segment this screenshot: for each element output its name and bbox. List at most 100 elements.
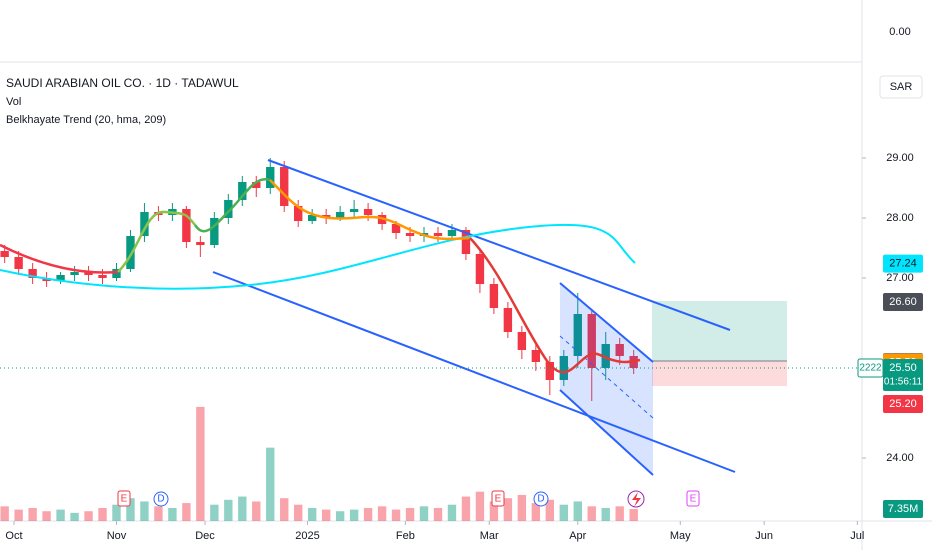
candle-body: [559, 356, 568, 380]
candle-body: [335, 212, 345, 218]
volume-bar: [531, 503, 541, 521]
candle-body: [349, 209, 359, 212]
volume-bar: [587, 506, 596, 521]
event-label[interactable]: E: [495, 494, 502, 505]
volume-bar: [196, 406, 205, 521]
channel-line: [559, 282, 654, 363]
candle-body: [405, 233, 415, 236]
candle-body: [447, 230, 457, 236]
x-tick-label: Feb: [396, 530, 415, 542]
countdown: 01:56:11: [884, 377, 923, 388]
symbol-label: 2222: [859, 363, 882, 374]
volume-bar: [42, 511, 51, 521]
x-tick-label: Mar: [480, 530, 499, 542]
y-tick-label: 27.00: [886, 272, 914, 284]
trend-line: [212, 271, 736, 473]
volume-bar: [0, 506, 9, 521]
hma-line: [469, 237, 641, 374]
candle-body: [601, 344, 610, 368]
candle-body: [545, 362, 555, 380]
y-tick-label: 24.00: [886, 452, 914, 464]
volume-bar: [405, 507, 415, 521]
volume-bar: [461, 496, 471, 521]
indicator-label: Vol: [6, 96, 21, 108]
volume-bar: [433, 507, 443, 521]
volume-bar: [182, 503, 191, 521]
candle-body: [112, 269, 121, 278]
volume-bar: [126, 498, 135, 521]
volume-bar: [210, 504, 219, 521]
volume-bar: [224, 499, 233, 521]
price-label-box: [883, 359, 923, 391]
candle-body: [573, 314, 582, 356]
volume-bar: [615, 506, 624, 521]
event-marker[interactable]: [117, 490, 131, 507]
stop-zone: [652, 361, 787, 386]
volume-bar: [447, 504, 457, 521]
candle-body: [196, 242, 205, 245]
indicator-label: Belkhayate Trend (20, hma, 209): [6, 114, 166, 126]
x-tick-label: Jun: [755, 530, 773, 542]
chart-title: SAUDI ARABIAN OIL CO. · 1D · TADAWUL: [6, 76, 239, 90]
target-zone: [652, 301, 787, 361]
x-tick-label: Jul: [850, 530, 864, 542]
event-marker[interactable]: [153, 491, 169, 507]
event-marker[interactable]: [491, 490, 505, 507]
volume-bar: [252, 501, 261, 521]
event-label[interactable]: D: [537, 494, 544, 505]
volume-bar: [280, 498, 289, 521]
event-label[interactable]: E: [690, 494, 697, 505]
trend-curve: [0, 223, 636, 290]
volume-bar: [307, 507, 317, 521]
volume-bar: [98, 507, 107, 521]
candle-body: [461, 230, 471, 254]
candle-body: [28, 269, 37, 278]
candle-body: [56, 275, 65, 281]
event-marker[interactable]: [686, 490, 700, 507]
candle-body: [363, 209, 373, 215]
currency[interactable]: SAR: [890, 81, 913, 93]
volume-bar: [335, 511, 345, 521]
y-tick-label: 29.00: [886, 152, 914, 164]
currency-box[interactable]: [879, 75, 923, 99]
volume-bar: [629, 509, 638, 521]
pane-label: 0.00: [889, 26, 910, 38]
hma-line: [0, 243, 119, 274]
candle-body: [531, 350, 541, 362]
candle-body: [517, 332, 527, 350]
event-label[interactable]: E: [121, 494, 128, 505]
volume-bar: [601, 507, 610, 521]
volume-bar: [573, 501, 582, 521]
candle-body: [433, 233, 443, 236]
price-label: 27.24: [889, 258, 917, 270]
x-tick-label: May: [670, 530, 691, 542]
volume-bar: [294, 504, 303, 521]
event-label[interactable]: D: [157, 494, 164, 505]
volume-bar: [84, 511, 93, 521]
hma-line: [117, 210, 196, 273]
event-marker[interactable]: [533, 491, 549, 507]
volume-bar: [154, 506, 163, 521]
volume-bar: [238, 496, 247, 521]
volume-bar: [28, 507, 37, 521]
volume-bar: [489, 501, 499, 521]
volume-bar: [140, 501, 149, 521]
symbol-label-box: [857, 358, 884, 378]
candle-body: [140, 212, 149, 236]
events: E D E D E: [117, 490, 700, 508]
price-label: 26.60: [889, 296, 917, 308]
candle-body: [391, 224, 401, 233]
candle-body: [210, 218, 219, 245]
candle-body: [615, 344, 624, 356]
candle-body: [224, 200, 233, 218]
volume-bar: [56, 509, 65, 521]
candle-body: [238, 182, 247, 200]
volume-bar: [266, 447, 275, 521]
volume-bar: [321, 509, 331, 521]
volume-bar: [112, 504, 121, 521]
price-label-box: [883, 254, 923, 273]
volume-bar: [349, 509, 359, 521]
price-label-box: [883, 293, 923, 311]
x-tick-label: Apr: [569, 530, 586, 542]
